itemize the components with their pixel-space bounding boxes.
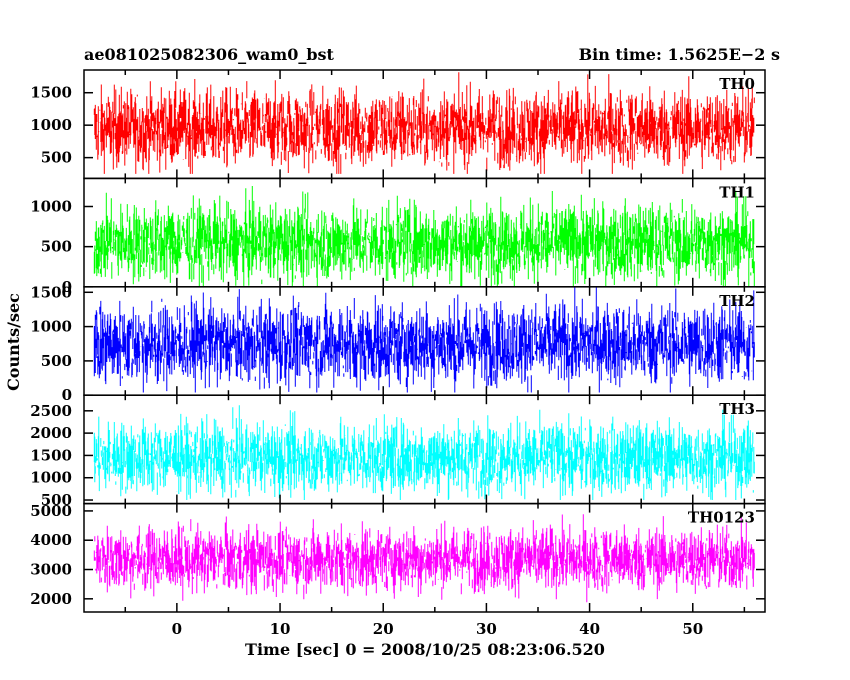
x-axis-label: Time [sec] 0 = 2008/10/25 08:23:06.520 (245, 640, 605, 659)
panel-label-th1: TH1 (719, 183, 755, 201)
y-tick-label: 1000 (30, 116, 72, 134)
y-tick-label: 0 (62, 278, 72, 296)
panel-label-th0123: TH0123 (688, 509, 755, 527)
y-tick-label: 1000 (30, 318, 72, 336)
panel-label-th3: TH3 (719, 400, 755, 418)
panel-label-th2: TH2 (719, 292, 755, 310)
series-trace-th2 (93, 287, 755, 393)
series-trace-th1 (93, 186, 755, 287)
y-tick-label: 500 (41, 149, 72, 167)
y-axis-label: Counts/sec (4, 293, 23, 391)
x-tick-label: 40 (579, 620, 600, 638)
y-tick-label: 0 (62, 386, 72, 404)
y-tick-label: 4000 (30, 531, 72, 549)
y-tick-label: 500 (41, 238, 72, 256)
y-tick-label: 500 (41, 352, 72, 370)
series-trace-th0123 (93, 514, 755, 603)
x-tick-label: 20 (373, 620, 394, 638)
x-tick-label: 30 (476, 620, 497, 638)
series-trace-th3 (93, 405, 755, 500)
y-tick-label: 1000 (30, 469, 72, 487)
y-tick-label: 500 (41, 491, 72, 509)
panel-label-th0: TH0 (719, 75, 755, 93)
x-tick-label: 50 (682, 620, 703, 638)
y-tick-label: 2000 (30, 424, 72, 442)
y-tick-label: 5000 (30, 502, 72, 520)
y-tick-label: 1500 (30, 283, 72, 301)
plot-title-right: Bin time: 1.5625E−2 s (579, 45, 780, 64)
y-tick-label: 3000 (30, 561, 72, 579)
x-tick-label: 10 (270, 620, 291, 638)
y-tick-label: 1500 (30, 84, 72, 102)
y-tick-label: 1500 (30, 446, 72, 464)
series-trace-th0 (93, 72, 755, 174)
plot-title-left: ae081025082306_wam0_bst (84, 45, 335, 64)
panel-frame-th0123 (83, 502, 766, 613)
x-tick-label: 0 (172, 620, 182, 638)
y-tick-label: 1000 (30, 198, 72, 216)
y-tick-label: 2500 (30, 402, 72, 420)
y-tick-label: 2000 (30, 590, 72, 608)
